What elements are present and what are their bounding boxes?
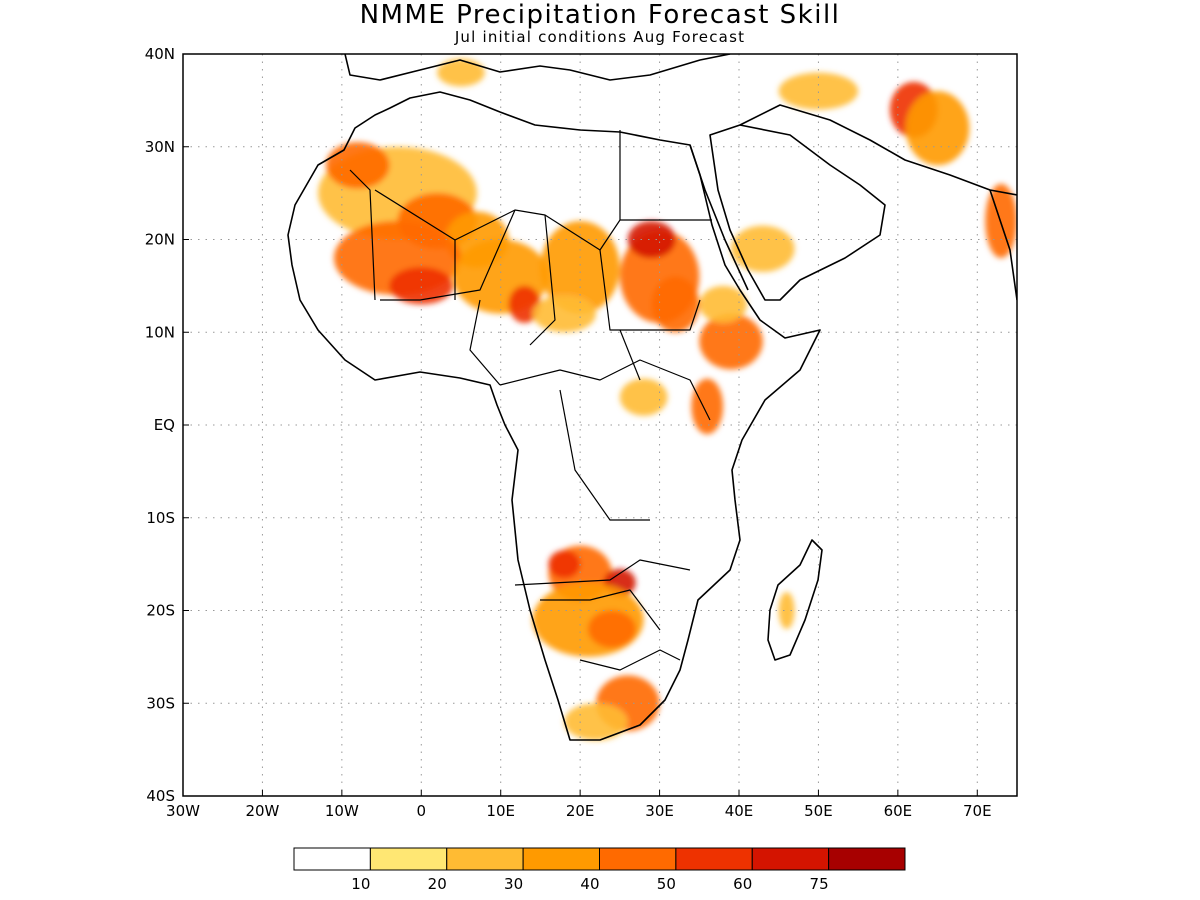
tick-label-lon: 70E — [963, 802, 992, 820]
skill-region-17 — [619, 378, 668, 416]
skill-region-1 — [325, 142, 390, 189]
plot-frame — [182, 53, 1018, 797]
tick-label-lon: 0 — [417, 802, 427, 820]
skill-region-14 — [699, 285, 747, 323]
skill-shading — [318, 58, 1017, 741]
colorbar-swatch-5 — [675, 847, 753, 871]
skill-region-28 — [778, 591, 795, 630]
tick-label-lon: 40E — [725, 802, 754, 820]
tick-label-lon: 50E — [804, 802, 833, 820]
skill-region-5 — [389, 267, 454, 305]
skill-region-8 — [540, 220, 620, 314]
chart-title: NMME Precipitation Forecast Skill — [359, 0, 841, 30]
chart-subtitle: Jul initial conditions Aug Forecast — [454, 28, 746, 46]
colorbar-swatch-2 — [446, 847, 524, 871]
tick-label-lon: 60E — [884, 802, 913, 820]
coastline-africa — [287, 91, 821, 741]
country-borders — [349, 130, 712, 671]
coastline-asia — [739, 104, 1017, 196]
tick-label-lat: 10N — [145, 323, 175, 341]
skill-region-15 — [731, 225, 795, 272]
colorbar-swatch-1 — [369, 847, 448, 871]
colorbar-label: 30 — [504, 875, 523, 893]
skill-region-29 — [437, 58, 485, 87]
tick-label-lat: EQ — [154, 416, 175, 434]
skill-region-13 — [699, 313, 763, 370]
axes: 30W 20W 10W 0 10E 20E 30E 40E 50E 60E 70E 40N 30N 20N… — [145, 45, 992, 820]
colorbar-swatch-0 — [293, 847, 371, 871]
tick-label-lat: 30S — [146, 694, 175, 712]
tick-label-lon: 30E — [645, 802, 674, 820]
colorbar-label: 75 — [810, 875, 829, 893]
skill-region-11 — [627, 220, 676, 259]
colorbar: 10 20 30 40 50 60 75 — [293, 847, 906, 893]
skill-region-26 — [905, 91, 970, 166]
skill-region-9 — [532, 295, 597, 333]
tick-label-lon: 20E — [566, 802, 595, 820]
tick-label-lon: 20W — [245, 802, 279, 820]
skill-region-30 — [778, 72, 859, 110]
skill-region-24 — [564, 703, 628, 741]
skill-region-19 — [548, 550, 581, 579]
skill-region-22 — [588, 610, 636, 648]
graticule — [183, 54, 1017, 796]
tick-label-lat: 10S — [146, 509, 175, 527]
tick-label-lat: 30N — [145, 138, 175, 156]
colorbar-swatch-7 — [828, 847, 906, 871]
tick-label-lat: 20N — [145, 231, 175, 249]
skill-region-16 — [691, 378, 724, 435]
tick-label-lat: 40S — [146, 787, 175, 805]
colorbar-swatch-4 — [599, 847, 677, 871]
skill-region-12 — [651, 276, 700, 333]
colorbar-label: 20 — [428, 875, 447, 893]
tick-label-lon: 10E — [486, 802, 515, 820]
colorbar-label: 40 — [580, 875, 599, 893]
tick-label-lon: 10W — [325, 802, 359, 820]
tick-label-lat: 40N — [145, 45, 175, 63]
coastlines — [287, 54, 1017, 741]
tick-label-lat: 20S — [146, 602, 175, 620]
coastline-arabia — [709, 124, 886, 301]
coastline-madagascar — [767, 539, 823, 661]
colorbar-label: 60 — [733, 875, 752, 893]
coastline-red-sea — [689, 144, 749, 291]
colorbar-label: 10 — [351, 875, 370, 893]
colorbar-label: 50 — [657, 875, 676, 893]
coastline-india — [989, 189, 1017, 301]
tick-label-lon: 30W — [166, 802, 200, 820]
colorbar-swatch-3 — [522, 847, 600, 871]
coastline-europe — [344, 54, 731, 81]
colorbar-swatch-6 — [751, 847, 830, 871]
